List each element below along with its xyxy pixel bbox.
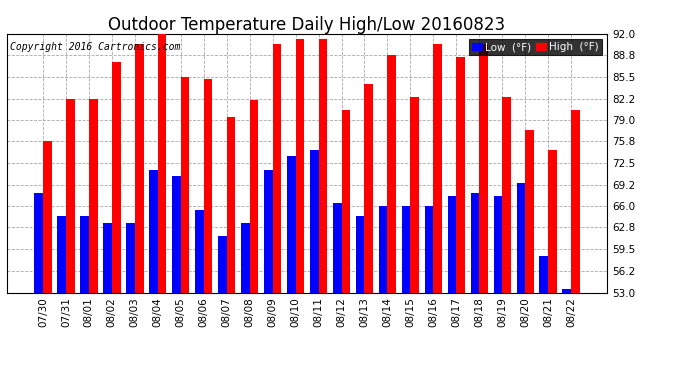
Bar bbox=[34, 193, 43, 292]
Bar bbox=[456, 57, 465, 292]
Bar bbox=[66, 99, 75, 292]
Bar bbox=[364, 84, 373, 292]
Bar bbox=[525, 130, 534, 292]
Bar bbox=[319, 39, 327, 292]
Bar bbox=[112, 62, 121, 292]
Bar bbox=[493, 196, 502, 292]
Bar bbox=[562, 289, 571, 292]
Bar bbox=[433, 44, 442, 292]
Bar bbox=[295, 39, 304, 292]
Bar bbox=[158, 34, 166, 292]
Bar bbox=[287, 156, 295, 292]
Bar bbox=[379, 206, 388, 292]
Bar bbox=[402, 206, 411, 292]
Bar bbox=[424, 206, 433, 292]
Bar bbox=[218, 236, 226, 292]
Bar bbox=[43, 141, 52, 292]
Bar bbox=[172, 176, 181, 292]
Bar bbox=[80, 216, 89, 292]
Title: Outdoor Temperature Daily High/Low 20160823: Outdoor Temperature Daily High/Low 20160… bbox=[108, 16, 506, 34]
Bar bbox=[273, 44, 282, 292]
Bar bbox=[241, 223, 250, 292]
Bar bbox=[471, 193, 480, 292]
Bar bbox=[264, 170, 273, 292]
Bar bbox=[250, 100, 258, 292]
Bar bbox=[342, 110, 351, 292]
Bar bbox=[195, 210, 204, 292]
Bar bbox=[181, 77, 190, 292]
Text: Copyright 2016 Cartronics.com: Copyright 2016 Cartronics.com bbox=[10, 42, 180, 51]
Bar bbox=[480, 44, 488, 292]
Bar bbox=[333, 203, 342, 292]
Legend: Low  (°F), High  (°F): Low (°F), High (°F) bbox=[469, 39, 602, 55]
Bar bbox=[103, 223, 112, 292]
Bar bbox=[126, 223, 135, 292]
Bar bbox=[226, 117, 235, 292]
Bar bbox=[517, 183, 525, 292]
Bar bbox=[549, 150, 557, 292]
Bar bbox=[89, 99, 97, 292]
Bar bbox=[571, 110, 580, 292]
Bar bbox=[411, 97, 419, 292]
Bar bbox=[540, 256, 549, 292]
Bar bbox=[502, 97, 511, 292]
Bar bbox=[204, 79, 213, 292]
Bar bbox=[356, 216, 364, 292]
Bar bbox=[57, 216, 66, 292]
Bar bbox=[135, 44, 144, 292]
Bar bbox=[310, 150, 319, 292]
Bar bbox=[448, 196, 456, 292]
Bar bbox=[388, 55, 396, 292]
Bar bbox=[149, 170, 158, 292]
